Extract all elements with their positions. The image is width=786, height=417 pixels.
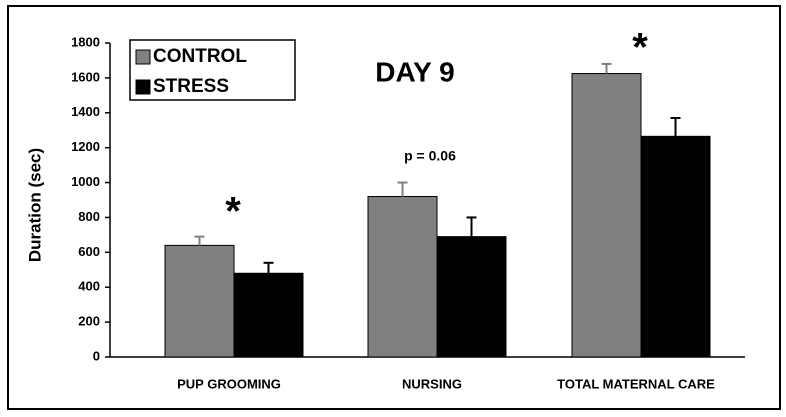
y-tick-label: 200 xyxy=(78,314,100,329)
annotation: p = 0.06 xyxy=(404,148,456,164)
y-tick-label: 1800 xyxy=(71,34,100,49)
y-tick-label: 1400 xyxy=(71,104,100,119)
chart-title: DAY 9 xyxy=(375,56,454,87)
legend-box xyxy=(129,39,296,101)
annotation: * xyxy=(632,26,648,70)
legend-swatch xyxy=(135,79,151,95)
bar xyxy=(233,272,304,358)
legend-swatch xyxy=(135,49,151,65)
bar xyxy=(571,73,642,358)
y-tick-label: 1200 xyxy=(71,139,100,154)
x-tick-label: NURSING xyxy=(402,376,462,391)
frame xyxy=(7,5,781,410)
y-tick-label: 600 xyxy=(78,244,100,259)
y-tick-label: 800 xyxy=(78,209,100,224)
y-tick-label: 1000 xyxy=(71,174,100,189)
y-tick-label: 400 xyxy=(78,279,100,294)
legend-label: STRESS xyxy=(153,76,229,97)
bar xyxy=(640,135,711,358)
bar xyxy=(436,236,507,358)
y-tick-label: 1600 xyxy=(71,69,100,84)
x-tick-label: TOTAL MATERNAL CARE xyxy=(557,376,715,391)
y-tick-label: 0 xyxy=(93,348,100,363)
legend-label: CONTROL xyxy=(153,46,247,67)
bar xyxy=(164,244,235,358)
bar xyxy=(367,196,438,358)
y-axis-label: Duration (sec) xyxy=(25,148,44,262)
x-tick-label: PUP GROOMING xyxy=(177,376,281,391)
annotation: * xyxy=(225,190,241,234)
